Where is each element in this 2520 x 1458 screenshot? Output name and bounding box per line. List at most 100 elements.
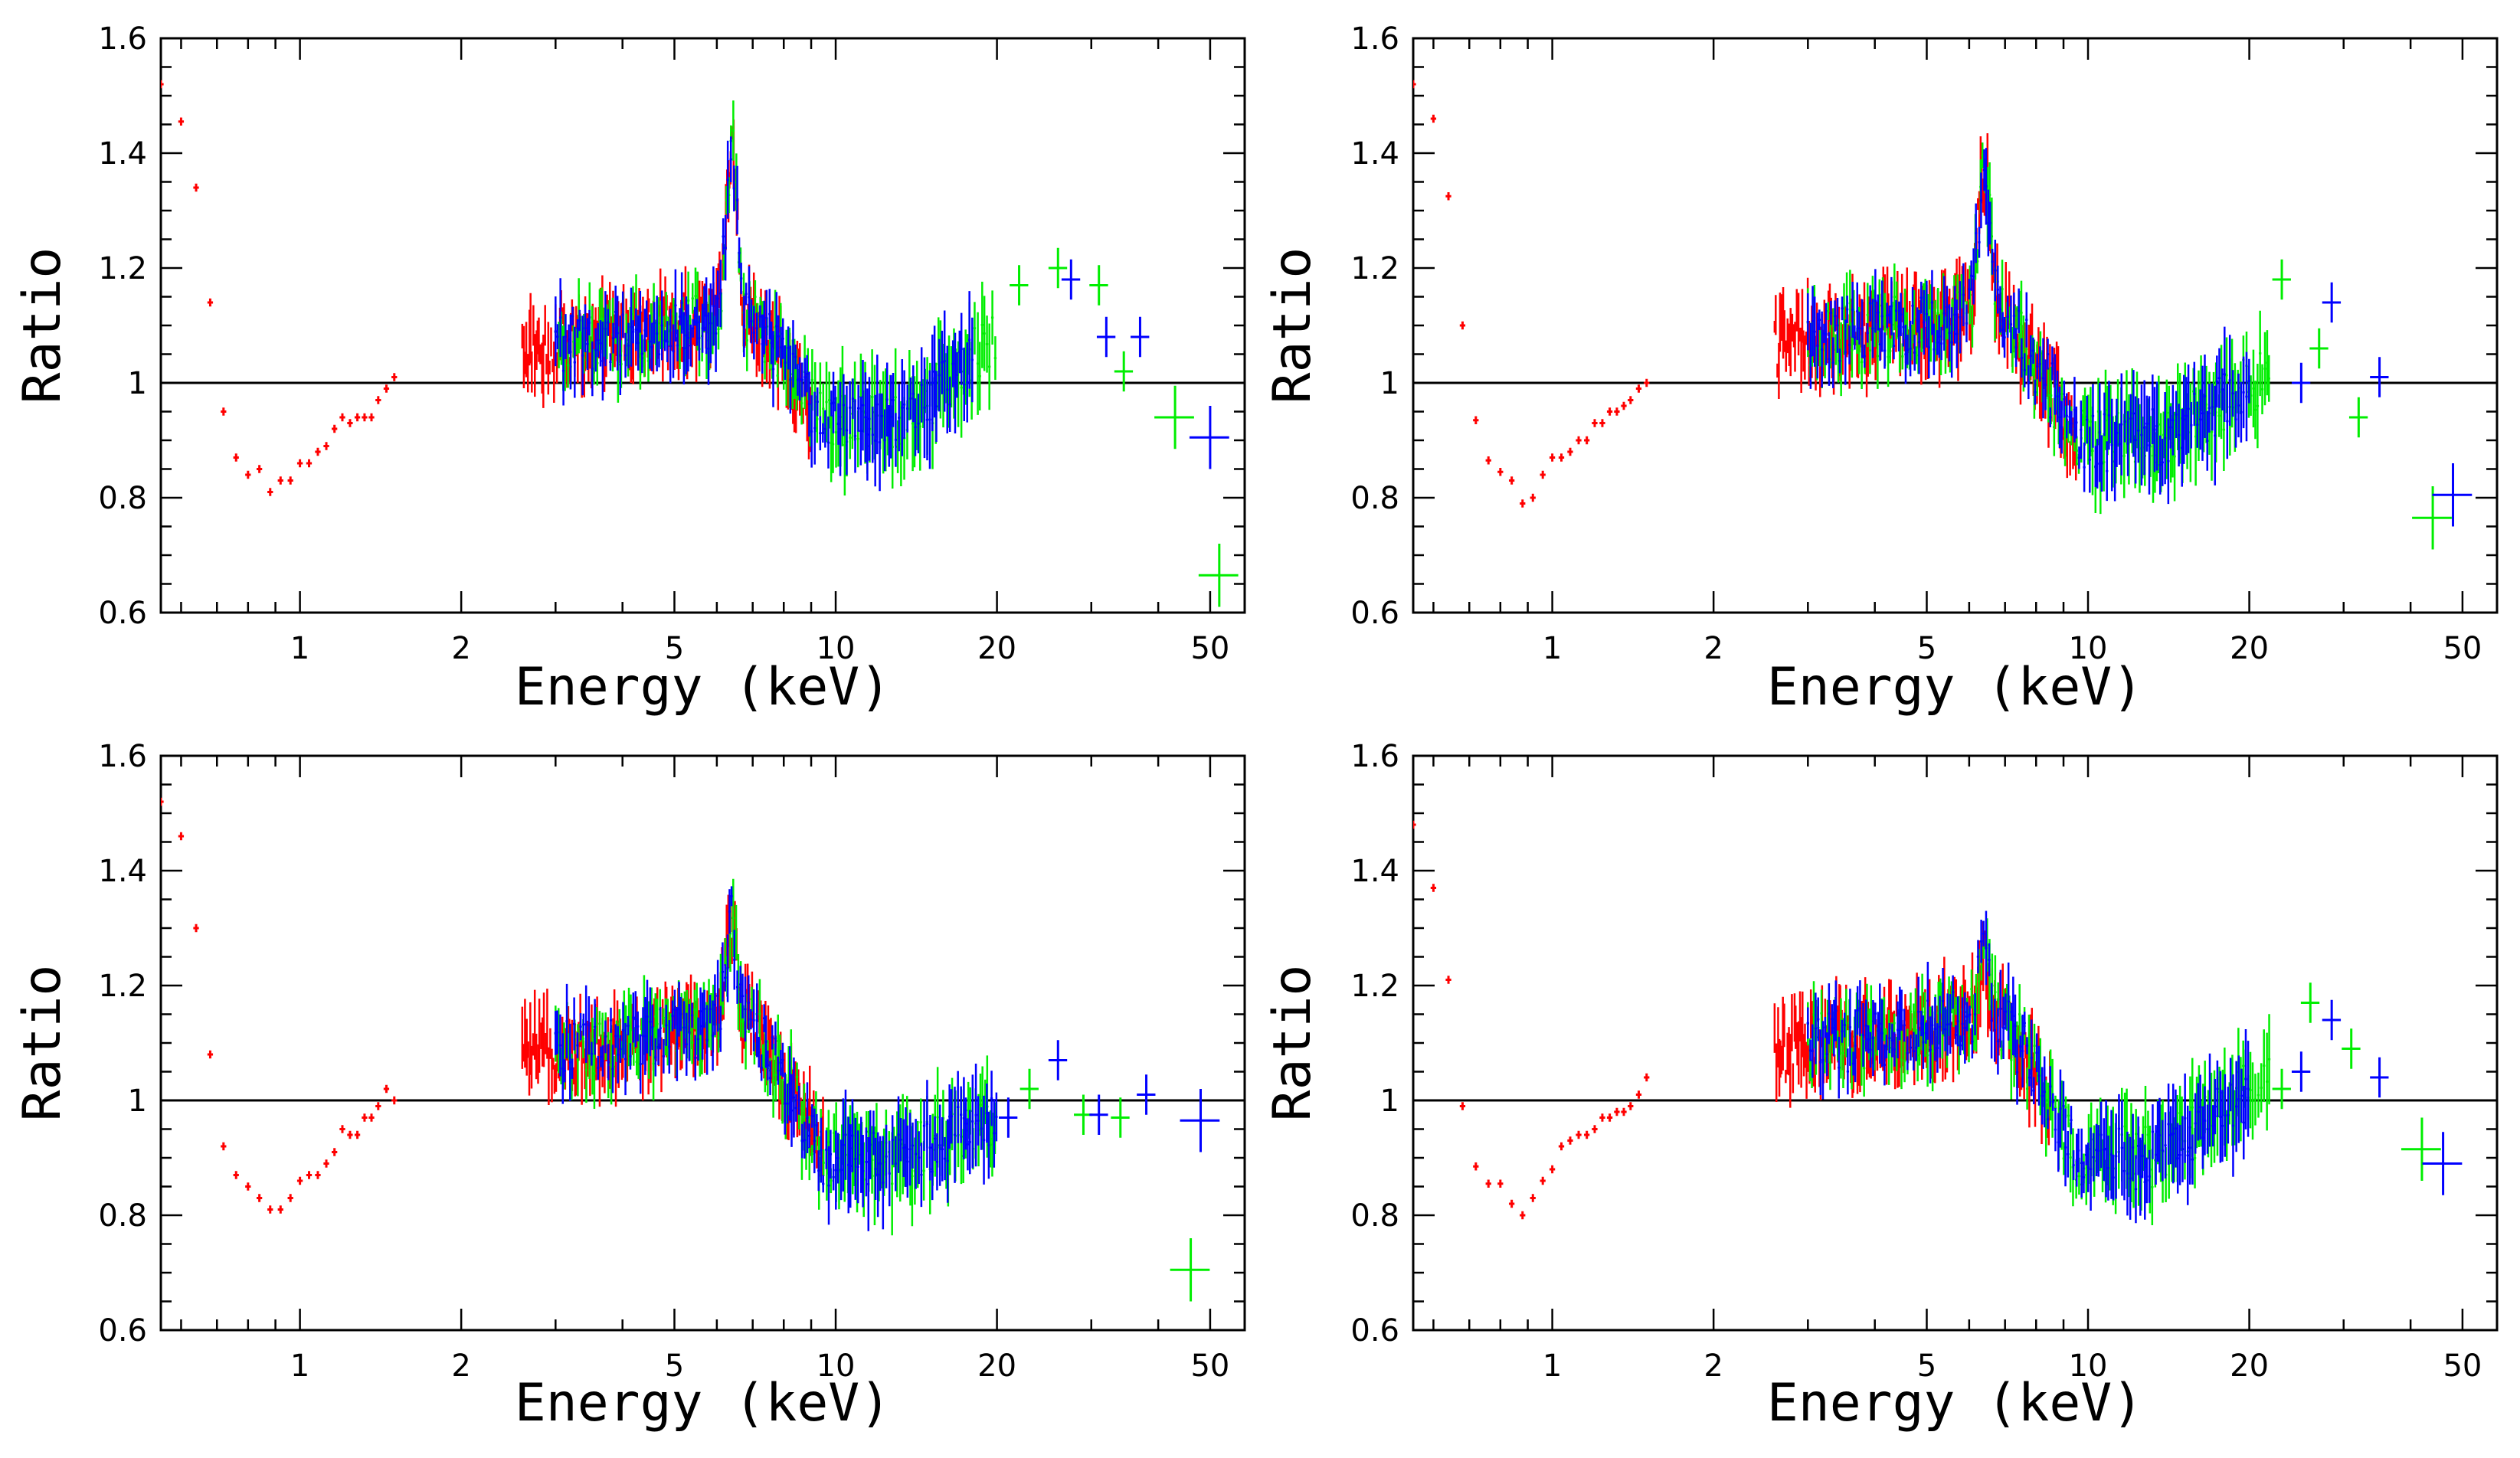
blue-point (738, 237, 741, 269)
green-point (1848, 270, 1852, 337)
blue-point (713, 974, 717, 1035)
green-point (2067, 1103, 2070, 1128)
blue-point (1939, 326, 1943, 361)
soft-point (1576, 1130, 1582, 1139)
blue-point (836, 1133, 839, 1184)
blue-point (2092, 1133, 2095, 1182)
blue-point (839, 381, 842, 476)
blue-point (899, 1118, 902, 1162)
blue-point (747, 975, 750, 1031)
green-hi-point (2309, 328, 2329, 369)
blue-point (752, 989, 755, 1051)
blue-point (609, 1007, 613, 1033)
blue-point (1936, 330, 1939, 355)
green-point (1970, 969, 1973, 1009)
blue-point (1965, 1002, 1969, 1031)
blue-point (935, 1133, 939, 1191)
green-point (2258, 310, 2262, 397)
blue-point (2019, 1035, 2022, 1058)
blue-point (2001, 996, 2005, 1059)
blue-point (832, 371, 835, 434)
blue-point (676, 329, 679, 361)
y-tick-label: 0.8 (1350, 481, 1399, 516)
y-tick-label: 1.4 (98, 854, 147, 889)
soft-point (221, 1142, 227, 1151)
blue-point (666, 321, 669, 363)
y-axis-label: Ratio (1262, 965, 1323, 1122)
blue-point (771, 331, 775, 407)
blue-point (2211, 1105, 2214, 1147)
blue-point (629, 1043, 632, 1070)
red-point (549, 1028, 551, 1059)
blue-point (2031, 337, 2035, 364)
red-point (547, 322, 550, 395)
blue-point (1961, 997, 1964, 1051)
red-point (539, 344, 542, 364)
blue-point (2158, 1097, 2162, 1173)
blue-point (2206, 1104, 2209, 1154)
soft-point (233, 453, 239, 462)
blue-point (977, 1096, 980, 1146)
blue-point (639, 1034, 642, 1094)
blue-point (2049, 407, 2052, 428)
blue-point (2186, 1105, 2189, 1205)
blue-point (669, 309, 672, 384)
green-point (662, 1008, 665, 1028)
red-point (532, 1033, 535, 1056)
blue-point (864, 372, 867, 463)
blue-point (2187, 364, 2190, 453)
blue-point (749, 1009, 753, 1030)
red-point (2069, 441, 2071, 476)
blue-point (2001, 312, 2005, 348)
soft-point (368, 1113, 375, 1122)
blue-point (822, 1175, 825, 1193)
blue-hi-point (1131, 316, 1150, 358)
blue-hi-point (2422, 1132, 2463, 1195)
blue-point (2145, 1157, 2149, 1204)
blue-point (2109, 1110, 2113, 1199)
red-point (806, 396, 809, 442)
soft-point (1540, 470, 1546, 479)
blue-point (1811, 286, 1815, 357)
blue-point (2067, 1130, 2070, 1178)
soft-point (306, 1171, 313, 1179)
green-point (2047, 368, 2050, 423)
green-point (2253, 1074, 2257, 1126)
red-point (1982, 178, 1985, 213)
blue-point (2088, 427, 2091, 493)
blue-point (1985, 910, 1988, 986)
blue-point (611, 322, 615, 354)
soft-point (1445, 192, 1451, 201)
blue-point (2177, 404, 2181, 467)
blue-point (2167, 1084, 2170, 1165)
green-point (922, 1141, 925, 1201)
blue-point (1806, 293, 1809, 351)
soft-point (1520, 1211, 1526, 1220)
blue-point (716, 959, 719, 1032)
blue-point (908, 1113, 911, 1186)
blue-point (1893, 1031, 1897, 1067)
blue-point (1848, 989, 1852, 1066)
red-point (538, 317, 540, 362)
soft-point (1621, 1107, 1627, 1116)
blue-point (2201, 365, 2204, 461)
blue-point (750, 299, 753, 344)
blue-point (1954, 1025, 1958, 1044)
red-point (1798, 991, 1802, 1042)
x-tick-label: 2 (451, 1348, 470, 1384)
red-point (1801, 289, 1804, 343)
blue-point (716, 270, 719, 327)
soft-point (1635, 384, 1642, 393)
blue-point (1856, 282, 1859, 341)
blue-point (721, 942, 725, 1002)
blue-point (1946, 993, 1949, 1056)
blue-point (1924, 1022, 1928, 1044)
red-point (822, 1097, 824, 1159)
blue-point (2103, 392, 2106, 436)
blue-point (724, 214, 727, 281)
blue-point (607, 1044, 610, 1080)
blue-point (2015, 1039, 2019, 1105)
blue-hi-point (1189, 406, 1229, 469)
blue-point (2193, 361, 2196, 427)
y-tick-label: 1 (1380, 366, 1399, 401)
